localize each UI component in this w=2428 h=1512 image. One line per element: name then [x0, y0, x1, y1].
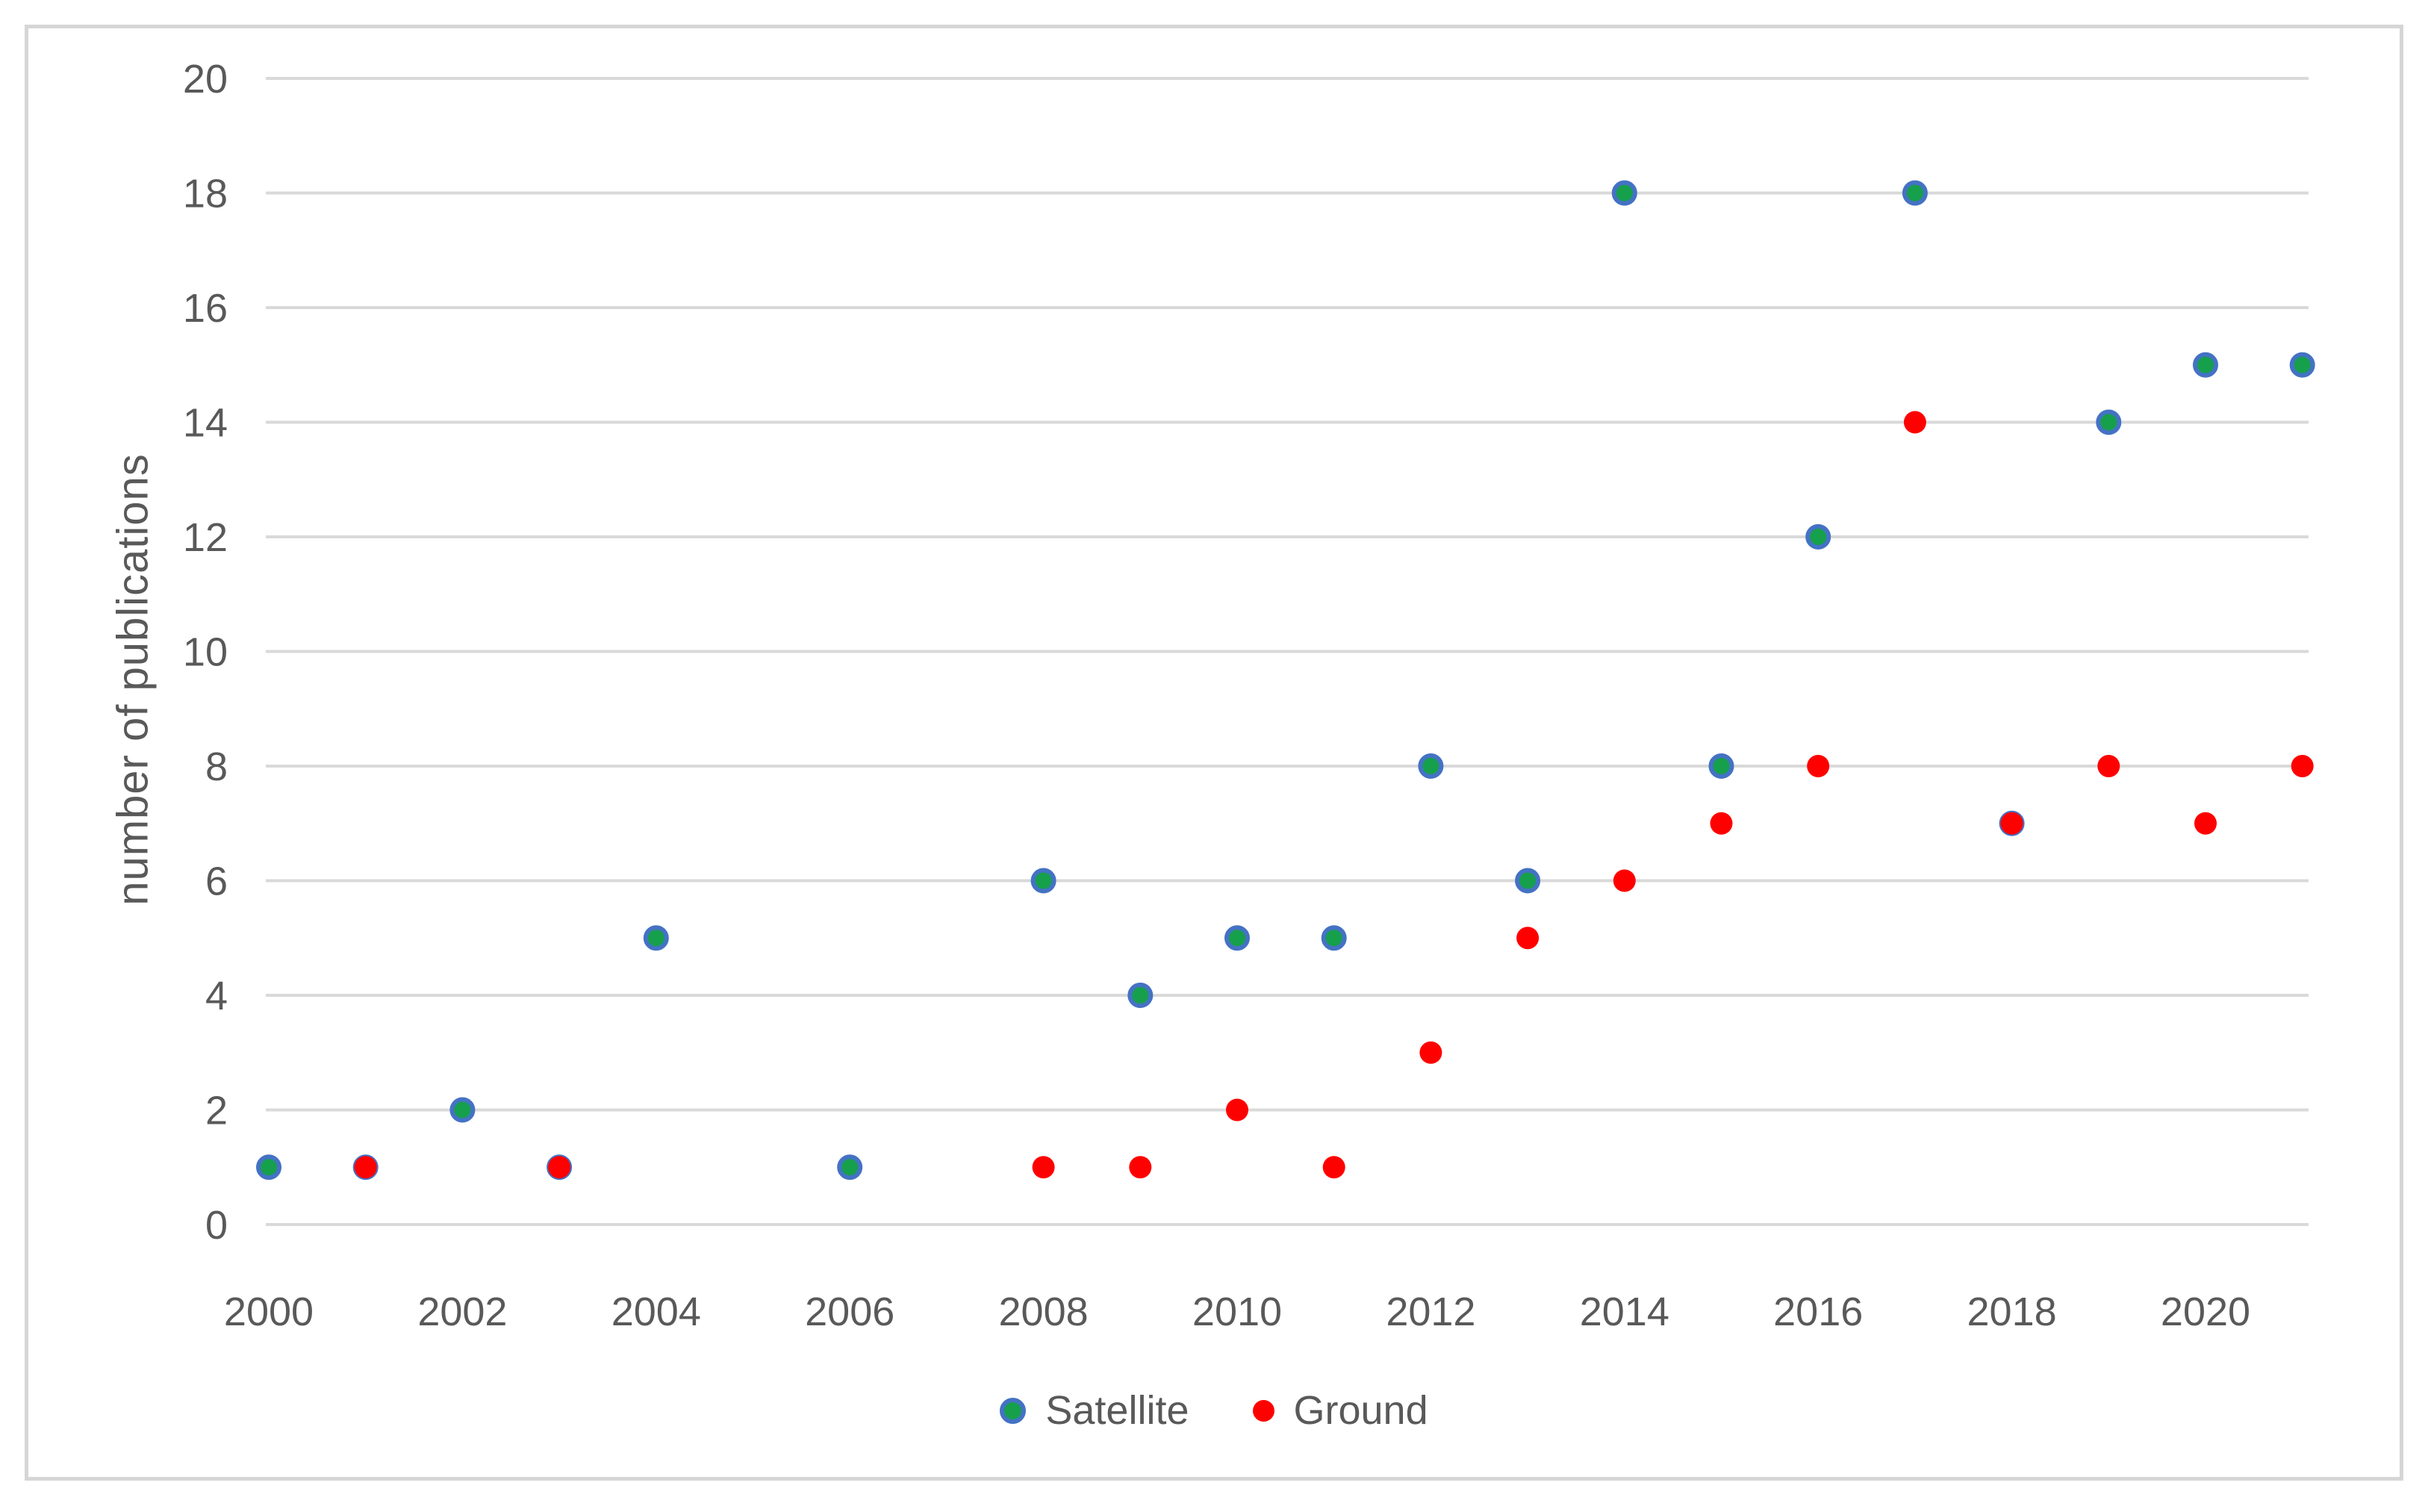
ground-point-2020[interactable] — [2194, 812, 2217, 835]
x-tick-label-2008: 2008 — [999, 1289, 1089, 1334]
satellite-point-2000[interactable] — [256, 1154, 281, 1180]
legend-label-ground: Ground — [1293, 1388, 1428, 1433]
satellite-point-2014[interactable] — [1611, 180, 1637, 206]
ground-point-2017[interactable] — [1903, 411, 1926, 434]
legend-item-satellite[interactable]: Satellite — [1000, 1387, 1189, 1434]
satellite-point-2004[interactable] — [643, 925, 669, 951]
x-tick-label-2004: 2004 — [611, 1289, 701, 1334]
y-tick-label-12: 12 — [183, 515, 228, 560]
satellite-point-2016[interactable] — [1805, 524, 1831, 550]
satellite-point-2017[interactable] — [1902, 180, 1928, 206]
legend: Satellite Ground — [0, 1387, 2428, 1434]
x-tick-label-2000: 2000 — [224, 1289, 314, 1334]
x-tick-label-2014: 2014 — [1580, 1289, 1669, 1334]
legend-label-satellite: Satellite — [1045, 1388, 1189, 1433]
y-tick-label-8: 8 — [205, 744, 228, 789]
satellite-point-2019[interactable] — [2096, 409, 2122, 435]
y-tick-label-2: 2 — [205, 1089, 228, 1133]
x-tick-label-2018: 2018 — [1967, 1289, 2057, 1334]
satellite-point-2006[interactable] — [837, 1154, 863, 1180]
ground-point-2019[interactable] — [2097, 755, 2120, 777]
x-tick-label-2010: 2010 — [1192, 1289, 1282, 1334]
satellite-point-2020[interactable] — [2193, 352, 2218, 378]
y-tick-label-4: 4 — [205, 974, 228, 1018]
x-tick-label-2016: 2016 — [1773, 1289, 1863, 1334]
ground-point-2018[interactable] — [2000, 812, 2023, 835]
ground-point-2010[interactable] — [1226, 1098, 1248, 1121]
x-tick-label-2002: 2002 — [417, 1289, 507, 1334]
ground-point-2014[interactable] — [1613, 869, 1636, 892]
ground-point-2001[interactable] — [354, 1156, 377, 1179]
satellite-marker-icon — [1000, 1397, 1027, 1424]
satellite-point-2009[interactable] — [1127, 983, 1154, 1008]
satellite-point-2012[interactable] — [1418, 753, 1444, 779]
y-tick-label-6: 6 — [205, 859, 228, 904]
ground-marker-icon — [1252, 1399, 1274, 1422]
y-tick-label-10: 10 — [183, 630, 228, 675]
satellite-point-2013[interactable] — [1515, 868, 1541, 894]
ground-point-2003[interactable] — [548, 1156, 571, 1179]
x-tick-label-2012: 2012 — [1386, 1289, 1475, 1334]
satellite-point-2021[interactable] — [2289, 352, 2315, 378]
ground-point-2016[interactable] — [1807, 755, 1830, 777]
satellite-point-2015[interactable] — [1708, 753, 1734, 779]
satellite-point-2008[interactable] — [1030, 868, 1056, 894]
ground-point-2013[interactable] — [1516, 927, 1540, 950]
satellite-point-2010[interactable] — [1224, 925, 1250, 951]
ground-point-2011[interactable] — [1322, 1156, 1345, 1179]
x-tick-label-2020: 2020 — [2161, 1289, 2250, 1334]
y-tick-label-14: 14 — [183, 401, 228, 446]
ground-point-2009[interactable] — [1129, 1156, 1152, 1179]
ground-point-2021[interactable] — [2291, 755, 2314, 777]
legend-item-ground[interactable]: Ground — [1252, 1387, 1428, 1434]
y-tick-label-18: 18 — [183, 172, 228, 217]
ground-point-2012[interactable] — [1419, 1041, 1442, 1064]
satellite-point-2002[interactable] — [449, 1097, 476, 1123]
x-tick-label-2006: 2006 — [805, 1289, 894, 1334]
y-tick-label-16: 16 — [183, 286, 228, 331]
y-tick-label-20: 20 — [183, 57, 228, 102]
satellite-point-2011[interactable] — [1321, 925, 1347, 951]
y-axis-title: number of publications — [108, 453, 158, 906]
ground-point-2015[interactable] — [1710, 812, 1733, 835]
ground-point-2008[interactable] — [1032, 1156, 1055, 1179]
y-tick-label-0: 0 — [205, 1203, 228, 1248]
